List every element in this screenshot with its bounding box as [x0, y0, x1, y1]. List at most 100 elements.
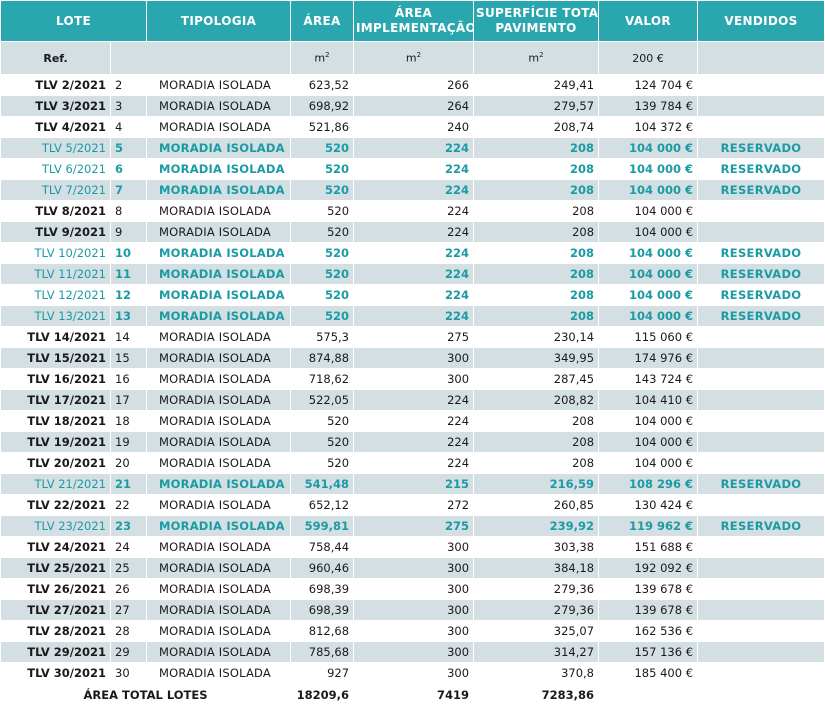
units-blank [109, 41, 292, 75]
lot-valor: 162 536 € [598, 620, 699, 642]
lot-valor: 139 784 € [598, 95, 699, 117]
lot-tipologia: MORADIA ISOLADA [146, 641, 292, 663]
table-row: TLV 8/2021 8 MORADIA ISOLADA 520 224 208 104 0… [0, 200, 825, 222]
lot-area-implementacao: 300 [353, 536, 475, 558]
table-row: TLV 25/2021 25 MORADIA ISOLADA 960,46 300 384… [0, 557, 825, 579]
lot-vendidos [697, 74, 825, 96]
lot-number: 13 [109, 305, 148, 327]
lot-tipologia: MORADIA ISOLADA [146, 431, 292, 453]
header-superficie-total: SUPERFÍCIE TOTAL PAVIMENTO [473, 0, 600, 42]
table-row: TLV 19/2021 19 MORADIA ISOLADA 520 224 208 104… [0, 431, 825, 453]
lot-vendidos: RESERVADO [697, 263, 825, 285]
lot-superficie: 349,95 [473, 347, 600, 369]
lot-tipologia: MORADIA ISOLADA [146, 305, 292, 327]
lot-number: 9 [109, 221, 148, 243]
lot-number: 10 [109, 242, 148, 264]
header-row: LOTE TIPOLOGIA ÁREA ÁREA IMPLEMENTAÇÃO SU… [0, 0, 825, 42]
lot-ref: TLV 3/2021 [0, 95, 111, 117]
ref-label: Ref. [0, 41, 111, 75]
lot-valor: 115 060 € [598, 326, 699, 348]
table-header: LOTE TIPOLOGIA ÁREA ÁREA IMPLEMENTAÇÃO SU… [0, 0, 825, 75]
lot-number: 21 [109, 473, 148, 495]
lot-superficie: 303,38 [473, 536, 600, 558]
table-row: TLV 13/2021 13 MORADIA ISOLADA 520 224 208 104… [0, 305, 825, 327]
lot-tipologia: MORADIA ISOLADA [146, 347, 292, 369]
lot-vendidos [697, 221, 825, 243]
lot-tipologia: MORADIA ISOLADA [146, 179, 292, 201]
lot-valor: 157 136 € [598, 641, 699, 663]
lot-valor: 139 678 € [598, 599, 699, 621]
lot-vendidos [697, 116, 825, 138]
lot-ref: TLV 8/2021 [0, 200, 111, 222]
lot-area: 541,48 [290, 473, 355, 495]
lot-area: 520 [290, 200, 355, 222]
unit-sup: m2 [473, 41, 600, 75]
lot-valor: 104 000 € [598, 242, 699, 264]
lot-area: 520 [290, 263, 355, 285]
lot-number: 16 [109, 368, 148, 390]
lot-valor: 151 688 € [598, 536, 699, 558]
header-lote: LOTE [0, 0, 148, 42]
lot-vendidos [697, 641, 825, 663]
lot-tipologia: MORADIA ISOLADA [146, 221, 292, 243]
header-vendidos: VENDIDOS [697, 0, 825, 42]
lot-number: 29 [109, 641, 148, 663]
table-row: TLV 5/2021 5 MORADIA ISOLADA 520 224 208 104 0… [0, 137, 825, 159]
lot-vendidos [697, 494, 825, 516]
lot-tipologia: MORADIA ISOLADA [146, 389, 292, 411]
lot-vendidos [697, 326, 825, 348]
lot-superficie: 260,85 [473, 494, 600, 516]
lot-ref: TLV 29/2021 [0, 641, 111, 663]
lot-ref: TLV 9/2021 [0, 221, 111, 243]
table-row: TLV 29/2021 29 MORADIA ISOLADA 785,68 300 314… [0, 641, 825, 663]
lot-superficie: 325,07 [473, 620, 600, 642]
lot-area-implementacao: 300 [353, 662, 475, 684]
table-row: TLV 2/2021 2 MORADIA ISOLADA 623,52 266 249,4… [0, 74, 825, 96]
lot-area: 520 [290, 242, 355, 264]
lot-area: 520 [290, 221, 355, 243]
lot-superficie: 208 [473, 242, 600, 264]
table-row: TLV 24/2021 24 MORADIA ISOLADA 758,44 300 303… [0, 536, 825, 558]
lot-ref: TLV 17/2021 [0, 389, 111, 411]
lot-valor: 139 678 € [598, 578, 699, 600]
table-footer: ÁREA TOTAL LOTES 18209,6 7419 7283,86 [0, 683, 825, 707]
header-area-implementacao: ÁREA IMPLEMENTAÇÃO [353, 0, 475, 42]
lot-number: 14 [109, 326, 148, 348]
lot-area: 812,68 [290, 620, 355, 642]
lot-area: 960,46 [290, 557, 355, 579]
lot-vendidos [697, 578, 825, 600]
lot-tipologia: MORADIA ISOLADA [146, 95, 292, 117]
lot-superficie: 314,27 [473, 641, 600, 663]
table-row: TLV 11/2021 11 MORADIA ISOLADA 520 224 208 104… [0, 263, 825, 285]
lot-valor: 104 000 € [598, 305, 699, 327]
lot-area-implementacao: 224 [353, 410, 475, 432]
lot-tipologia: MORADIA ISOLADA [146, 515, 292, 537]
lot-valor: 104 000 € [598, 431, 699, 453]
lot-number: 20 [109, 452, 148, 474]
lot-vendidos: RESERVADO [697, 179, 825, 201]
lot-area: 522,05 [290, 389, 355, 411]
lot-area: 520 [290, 284, 355, 306]
lot-valor: 124 704 € [598, 74, 699, 96]
lot-superficie: 249,41 [473, 74, 600, 96]
lot-superficie: 208 [473, 179, 600, 201]
lot-ref: TLV 16/2021 [0, 368, 111, 390]
lot-area-implementacao: 300 [353, 578, 475, 600]
lot-number: 25 [109, 557, 148, 579]
totals-row: ÁREA TOTAL LOTES 18209,6 7419 7283,86 [0, 683, 825, 707]
lot-valor: 104 000 € [598, 263, 699, 285]
table-row: TLV 22/2021 22 MORADIA ISOLADA 652,12 272 260… [0, 494, 825, 516]
lot-number: 4 [109, 116, 148, 138]
lot-ref: TLV 14/2021 [0, 326, 111, 348]
table-row: TLV 20/2021 20 MORADIA ISOLADA 520 224 208 104… [0, 452, 825, 474]
lot-ref: TLV 18/2021 [0, 410, 111, 432]
lot-area: 698,39 [290, 599, 355, 621]
lot-area-implementacao: 224 [353, 221, 475, 243]
lot-number: 26 [109, 578, 148, 600]
lot-area: 785,68 [290, 641, 355, 663]
table-row: TLV 3/2021 3 MORADIA ISOLADA 698,92 264 279,5… [0, 95, 825, 117]
lot-area-implementacao: 275 [353, 326, 475, 348]
lot-area: 599,81 [290, 515, 355, 537]
lot-tipologia: MORADIA ISOLADA [146, 662, 292, 684]
units-row: Ref. m2 m2 m2 200 € [0, 41, 825, 75]
